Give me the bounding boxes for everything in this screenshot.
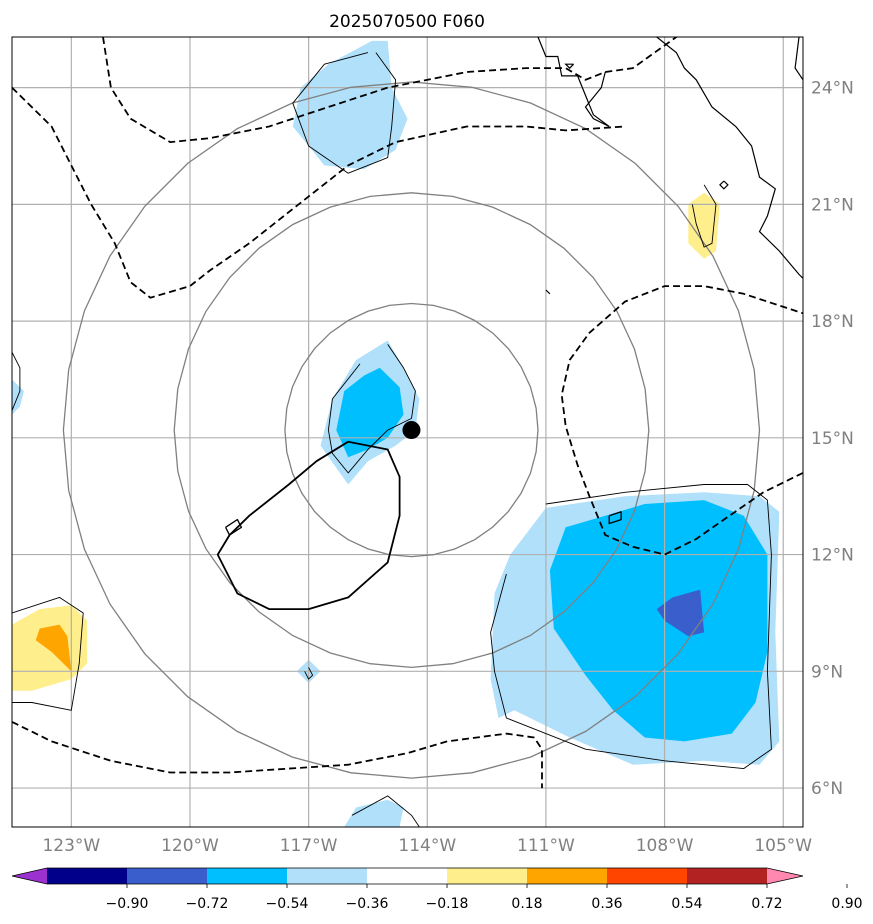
- colorbar-tick-label-5: 0.18: [511, 896, 542, 912]
- colorbar-segment-0: [47, 868, 128, 884]
- colorbar-tick-label-2: −0.54: [266, 896, 309, 912]
- lon-tick-label-3: 114°W: [398, 836, 456, 856]
- colorbar-segment-1: [127, 868, 208, 884]
- contour-line-3: [12, 596, 84, 711]
- colorbar-segment-8: [687, 868, 768, 884]
- contour-lines: [12, 37, 803, 827]
- colorbar: −0.90 −0.72 −0.54 −0.36 −0.18 0.18 0.36 0.54 0.7…: [11, 867, 863, 912]
- lat-tick-label-2: 12°N: [811, 546, 854, 566]
- coastline-0: [537, 37, 610, 128]
- lon-tick-label-2: 117°W: [280, 836, 338, 856]
- lon-tick-label-4: 111°W: [517, 836, 575, 856]
- lat-tick-label-3: 15°N: [811, 429, 854, 449]
- contour-line-9: [12, 86, 626, 299]
- lat-tick-label-1: 9°N: [811, 662, 843, 682]
- contour-line-13: [225, 518, 243, 536]
- colorbar-tick-label-4: −0.18: [426, 896, 469, 912]
- coastline-4: [545, 289, 551, 295]
- lon-tick-labels: 123°W 120°W 117°W 114°W 111°W 108°W 105°W: [42, 836, 812, 856]
- contour-line-4: [691, 184, 717, 248]
- filled-contour-5: [344, 799, 404, 827]
- range-ring-0: [284, 302, 539, 558]
- contour-line-2: [490, 484, 772, 770]
- lon-tick-label-5: 108°W: [636, 836, 694, 856]
- colorbar-segment-4: [367, 868, 448, 884]
- colorbar-extend-high: [767, 868, 803, 884]
- lon-tick-label-0: 123°W: [42, 836, 100, 856]
- range-ring-1: [173, 192, 650, 669]
- colorbar-segment-6: [527, 868, 608, 884]
- colorbar-segment-5: [447, 868, 528, 884]
- colorbar-segment-3: [287, 868, 368, 884]
- contour-line-5: [344, 795, 420, 827]
- map-frame: [11, 36, 804, 828]
- gridlines: [12, 37, 803, 827]
- filled-contours: [12, 40, 780, 827]
- lat-tick-label-4: 18°N: [811, 312, 854, 332]
- colorbar-tick-label-9: 0.90: [831, 896, 862, 912]
- storm-center-group: [402, 421, 421, 440]
- colorbar-segment-7: [607, 868, 688, 884]
- colorbar-tick-label-3: −0.36: [346, 896, 389, 912]
- filled-contour-6: [336, 367, 404, 458]
- contour-line-12: [560, 285, 803, 556]
- contour-line-11: [12, 721, 543, 789]
- colorbar-outline: [11, 867, 804, 885]
- colorbar-tick-label-8: 0.72: [751, 896, 782, 912]
- filled-contour-11: [35, 624, 72, 672]
- coastlines: [537, 37, 803, 295]
- colorbar-extend-low: [12, 868, 47, 884]
- contour-line-7: [304, 667, 314, 680]
- filled-contour-0: [292, 40, 408, 170]
- lon-tick-label-1: 120°W: [161, 836, 219, 856]
- contour-line-8: [216, 440, 401, 610]
- colorbar-tick-label-0: −0.90: [106, 896, 149, 912]
- colorbar-tick-label-6: 0.36: [591, 896, 622, 912]
- colorbar-segment-2: [207, 868, 288, 884]
- lat-tick-label-6: 24°N: [811, 79, 854, 99]
- coastline-2: [794, 37, 803, 81]
- lon-tick-label-6: 105°W: [754, 836, 812, 856]
- coastline-3: [719, 180, 729, 190]
- filled-contour-8: [656, 589, 705, 637]
- filled-contour-7: [549, 500, 768, 742]
- contour-line-1: [327, 344, 416, 474]
- lat-tick-label-5: 21°N: [811, 195, 854, 215]
- chart-title: 2025070500 F060: [329, 12, 485, 32]
- coastline-1: [656, 37, 803, 279]
- storm-center-marker: [402, 421, 421, 440]
- lat-tick-label-0: 6°N: [811, 779, 843, 799]
- contour-line-14: [608, 511, 622, 525]
- colorbar-tick-label-1: −0.72: [186, 896, 229, 912]
- contour-line-6: [12, 351, 21, 411]
- colorbar-tick-label-7: 0.54: [671, 896, 702, 912]
- contour-line-10: [102, 37, 677, 144]
- coastline-5: [564, 63, 575, 69]
- contour-line-0: [292, 52, 397, 174]
- lat-tick-labels: 6°N 9°N 12°N 15°N 18°N 21°N 24°N: [811, 79, 854, 799]
